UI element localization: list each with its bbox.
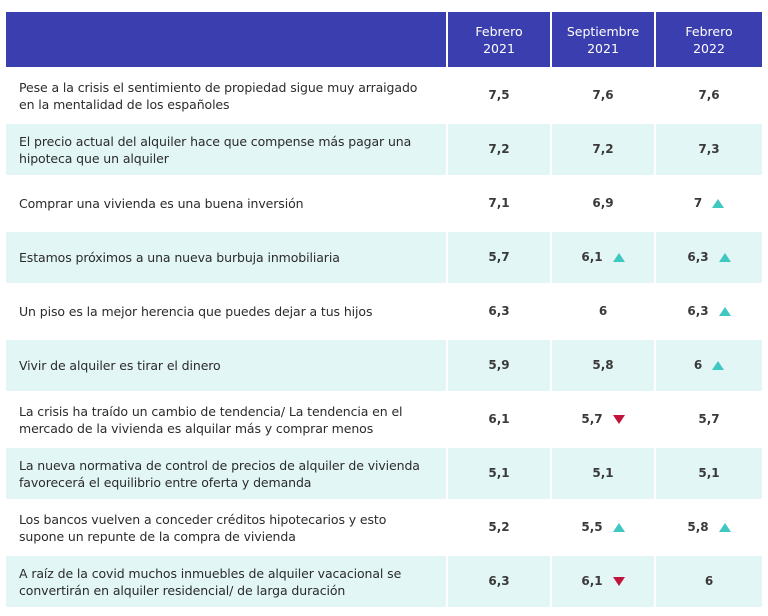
- score-value: 5,9: [488, 358, 510, 372]
- table-row: A raíz de la covid muchos inmuebles de a…: [6, 556, 762, 607]
- table-row: Pese a la crisis el sentimiento de propi…: [6, 70, 762, 121]
- score-cell: 5,1: [446, 448, 550, 499]
- table-row: La nueva normativa de control de precios…: [6, 448, 762, 499]
- survey-table: Febrero 2021 Septiembre 2021 Febrero 202…: [6, 9, 762, 610]
- score-cell: 6,1: [446, 394, 550, 445]
- statement-text: El precio actual del alquiler hace que c…: [6, 124, 446, 175]
- score-cell: 5,8: [550, 340, 654, 391]
- score-cell: 6,3: [446, 286, 550, 337]
- score-cell: 5,7: [446, 232, 550, 283]
- score-cell: 5,2: [446, 502, 550, 553]
- score-cell: 7,2: [446, 124, 550, 175]
- header-feb-2021: Febrero 2021: [446, 12, 550, 67]
- score-cell: 7,2: [550, 124, 654, 175]
- score-cell: 6,1: [550, 556, 654, 607]
- score-value: 6,1: [581, 574, 603, 588]
- statement-text: Los bancos vuelven a conceder créditos h…: [6, 502, 446, 553]
- score-value: 5,7: [581, 412, 603, 426]
- score-cell: 7: [654, 178, 762, 229]
- header-row: Febrero 2021 Septiembre 2021 Febrero 202…: [6, 12, 762, 67]
- statement-text: La crisis ha traído un cambio de tendenc…: [6, 394, 446, 445]
- score-value: 7,6: [698, 88, 720, 102]
- score-value: 7,6: [592, 88, 614, 102]
- statement-text: Pese a la crisis el sentimiento de propi…: [6, 70, 446, 121]
- score-cell: 5,1: [550, 448, 654, 499]
- table-row: Comprar una vivienda es una buena invers…: [6, 178, 762, 229]
- score-cell: 7,3: [654, 124, 762, 175]
- score-value: 5,1: [698, 466, 720, 480]
- score-cell: 6,3: [446, 556, 550, 607]
- statement-text: Un piso es la mejor herencia que puedes …: [6, 286, 446, 337]
- score-cell: 6: [550, 286, 654, 337]
- score-cell: 7,5: [446, 70, 550, 121]
- score-value: 7,2: [488, 142, 510, 156]
- table-row: La crisis ha traído un cambio de tendenc…: [6, 394, 762, 445]
- score-cell: 6,1: [550, 232, 654, 283]
- trend-up-icon: [612, 253, 625, 262]
- table-row: Los bancos vuelven a conceder créditos h…: [6, 502, 762, 553]
- score-value: 5,8: [687, 520, 709, 534]
- statement-text: Vivir de alquiler es tirar el dinero: [6, 340, 446, 391]
- score-value: 7,3: [698, 142, 720, 156]
- score-cell: 5,1: [654, 448, 762, 499]
- score-value: 7: [693, 196, 703, 210]
- score-value: 5,5: [581, 520, 603, 534]
- statement-text: La nueva normativa de control de precios…: [6, 448, 446, 499]
- score-cell: 7,6: [550, 70, 654, 121]
- score-value: 6,3: [488, 304, 510, 318]
- trend-up-icon: [712, 199, 725, 208]
- score-value: 6,1: [488, 412, 510, 426]
- score-cell: 6,9: [550, 178, 654, 229]
- trend-up-icon: [612, 523, 625, 532]
- table-row: El precio actual del alquiler hace que c…: [6, 124, 762, 175]
- score-cell: 5,8: [654, 502, 762, 553]
- trend-down-icon: [612, 415, 625, 424]
- score-cell: 6,3: [654, 232, 762, 283]
- score-cell: 5,7: [550, 394, 654, 445]
- statement-text: Comprar una vivienda es una buena invers…: [6, 178, 446, 229]
- score-value: 6,9: [592, 196, 614, 210]
- score-cell: 5,5: [550, 502, 654, 553]
- table-row: Vivir de alquiler es tirar el dinero 5,9 5…: [6, 340, 762, 391]
- score-value: 6: [693, 358, 703, 372]
- score-cell: 7,1: [446, 178, 550, 229]
- score-value: 5,7: [698, 412, 720, 426]
- score-cell: 6: [654, 556, 762, 607]
- score-value: 6,3: [687, 304, 709, 318]
- score-value: 6: [598, 304, 608, 318]
- score-value: 6: [704, 574, 714, 588]
- score-value: 5,7: [488, 250, 510, 264]
- score-value: 7,2: [592, 142, 614, 156]
- score-cell: 6,3: [654, 286, 762, 337]
- trend-up-icon: [718, 307, 731, 316]
- trend-up-icon: [712, 361, 725, 370]
- table-row: Un piso es la mejor herencia que puedes …: [6, 286, 762, 337]
- score-value: 6,1: [581, 250, 603, 264]
- score-value: 5,8: [592, 358, 614, 372]
- score-cell: 6: [654, 340, 762, 391]
- table-row: Estamos próximos a una nueva burbuja inm…: [6, 232, 762, 283]
- score-value: 5,1: [592, 466, 614, 480]
- score-value: 7,1: [488, 196, 510, 210]
- score-value: 7,5: [488, 88, 510, 102]
- header-sep-2021: Septiembre 2021: [550, 12, 654, 67]
- score-value: 5,1: [488, 466, 510, 480]
- statement-text: Estamos próximos a una nueva burbuja inm…: [6, 232, 446, 283]
- statement-text: A raíz de la covid muchos inmuebles de a…: [6, 556, 446, 607]
- score-cell: 7,6: [654, 70, 762, 121]
- score-value: 5,2: [488, 520, 510, 534]
- header-blank: [6, 12, 446, 67]
- trend-down-icon: [612, 577, 625, 586]
- score-value: 6,3: [687, 250, 709, 264]
- trend-up-icon: [718, 523, 731, 532]
- trend-up-icon: [718, 253, 731, 262]
- score-cell: 5,9: [446, 340, 550, 391]
- score-cell: 5,7: [654, 394, 762, 445]
- score-value: 6,3: [488, 574, 510, 588]
- header-feb-2022: Febrero 2022: [654, 12, 762, 67]
